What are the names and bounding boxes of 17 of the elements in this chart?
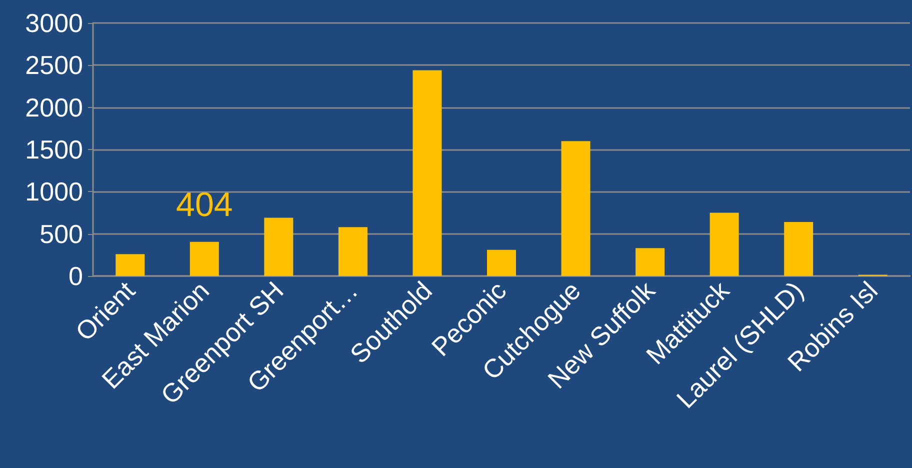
bar [487,250,516,276]
y-tick-label: 2000 [25,92,83,122]
bar [784,222,814,276]
y-tick-label: 500 [40,218,83,249]
data-label: 404 [176,186,233,224]
bar [264,218,294,276]
bar [561,141,590,276]
y-tick-label: 1000 [25,176,83,207]
y-tick-label: 1500 [25,134,83,164]
bar [338,227,368,276]
bar [116,254,145,276]
y-tick-label: 3000 [25,8,83,38]
bar [190,242,219,276]
bar [636,248,665,276]
y-tick-label: 2500 [25,50,83,80]
bar [710,212,739,276]
bar [412,70,442,276]
